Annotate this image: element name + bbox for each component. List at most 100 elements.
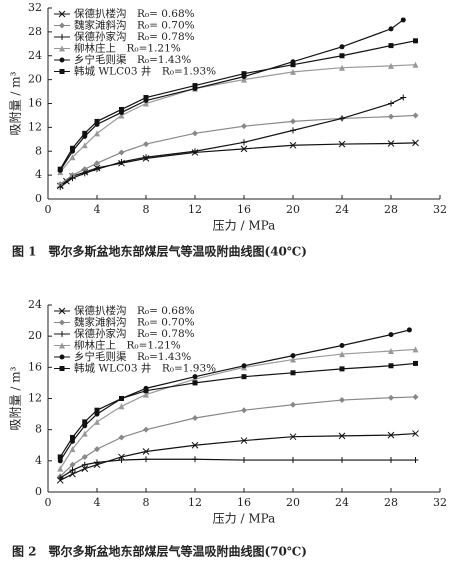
marker <box>240 145 248 153</box>
y-tick-label: 16 <box>28 360 42 373</box>
caption: 图 2 鄂尔多斯盆地东部煤层气等温吸附曲线图(70℃) <box>12 544 307 559</box>
marker <box>82 419 88 425</box>
marker <box>143 100 149 107</box>
marker <box>118 112 125 119</box>
legend-label: 保德孙家沟 R₀= 0.78% <box>74 30 195 43</box>
marker <box>192 374 198 380</box>
marker <box>59 57 65 63</box>
marker <box>143 154 149 161</box>
x-tick-label: 16 <box>237 496 251 509</box>
marker <box>94 411 100 417</box>
marker <box>59 22 65 29</box>
marker <box>58 307 66 315</box>
marker <box>119 106 124 112</box>
marker <box>70 145 75 151</box>
marker <box>69 461 76 468</box>
marker <box>142 448 150 455</box>
marker <box>412 112 419 119</box>
legend-label: 柳林庄上 R₀=1.21% <box>74 339 181 352</box>
marker <box>118 457 125 464</box>
marker <box>388 363 394 369</box>
y-axis-label: 吸附量 / m³ <box>9 366 23 430</box>
marker <box>94 446 100 453</box>
marker <box>59 34 65 40</box>
marker <box>388 62 394 69</box>
series-line <box>59 96 404 188</box>
marker <box>81 166 88 173</box>
y-axis-label: 吸附量 / m³ <box>9 71 23 135</box>
y-tick-label: 0 <box>35 192 42 205</box>
marker <box>339 64 345 71</box>
marker <box>94 418 100 425</box>
y-tick-label: 20 <box>28 329 42 342</box>
marker <box>241 71 247 77</box>
y-tick-label: 12 <box>28 392 42 405</box>
marker <box>289 433 297 441</box>
series-line <box>59 432 416 481</box>
marker <box>412 430 419 437</box>
marker <box>57 474 64 481</box>
series-line <box>59 329 410 462</box>
marker <box>338 432 346 440</box>
marker <box>400 94 407 101</box>
marker <box>192 148 198 155</box>
x-tick-label: 24 <box>335 203 349 216</box>
marker <box>57 166 63 172</box>
marker <box>387 431 395 439</box>
caption: 图 1 鄂尔多斯盆地东部煤层气等温吸附曲线图(40℃) <box>12 244 307 259</box>
x-tick-label: 32 <box>433 203 447 216</box>
marker <box>143 456 149 463</box>
marker <box>192 130 198 137</box>
marker <box>69 467 76 474</box>
marker <box>406 327 412 333</box>
marker <box>388 26 394 32</box>
legend-label: 乡宁毛则渠 R₀=1.43% <box>74 350 191 363</box>
marker <box>192 380 198 386</box>
x-tick-label: 32 <box>433 496 447 509</box>
marker <box>290 353 296 359</box>
marker <box>81 453 88 460</box>
x-axis-label: 压力 / MPa <box>213 512 276 526</box>
y-tick-label: 8 <box>35 423 42 436</box>
marker <box>241 374 247 380</box>
marker <box>82 130 88 136</box>
marker <box>143 388 149 394</box>
marker <box>241 407 247 414</box>
marker <box>57 465 64 472</box>
marker <box>290 118 296 125</box>
marker <box>339 397 345 404</box>
marker <box>94 118 100 124</box>
marker <box>81 430 88 437</box>
series-line <box>59 114 416 185</box>
y-tick-label: 4 <box>35 454 42 467</box>
y-tick-label: 16 <box>28 97 42 110</box>
y-tick-label: 8 <box>35 144 42 157</box>
marker <box>241 139 247 146</box>
marker <box>240 437 248 444</box>
marker <box>58 10 66 18</box>
marker <box>63 177 70 185</box>
marker <box>388 332 394 338</box>
y-tick-label: 4 <box>35 168 42 181</box>
marker <box>241 363 247 369</box>
marker <box>192 456 198 463</box>
marker <box>388 394 394 401</box>
marker <box>241 76 247 83</box>
marker <box>387 140 395 147</box>
y-tick-label: 28 <box>28 25 42 38</box>
marker <box>119 396 124 401</box>
x-tick-label: 28 <box>384 203 398 216</box>
marker <box>118 158 125 165</box>
chart: 0 4 8 12 16 20 24 0 4 8 12 16 20 24 28 32 压力 / MPa 吸附量 / … <box>9 298 448 559</box>
legend-label: 韩城 WLC03 井 R₀=1.93% <box>74 362 216 375</box>
legend-label: 乡宁毛则渠 R₀=1.43% <box>74 53 191 66</box>
x-tick-label: 4 <box>94 203 101 216</box>
marker <box>94 459 100 466</box>
x-tick-label: 20 <box>286 203 300 216</box>
marker <box>412 61 419 68</box>
x-tick-label: 12 <box>188 203 202 216</box>
x-tick-label: 16 <box>237 203 251 216</box>
series-line <box>59 396 416 477</box>
marker <box>94 130 100 137</box>
marker <box>59 366 65 371</box>
